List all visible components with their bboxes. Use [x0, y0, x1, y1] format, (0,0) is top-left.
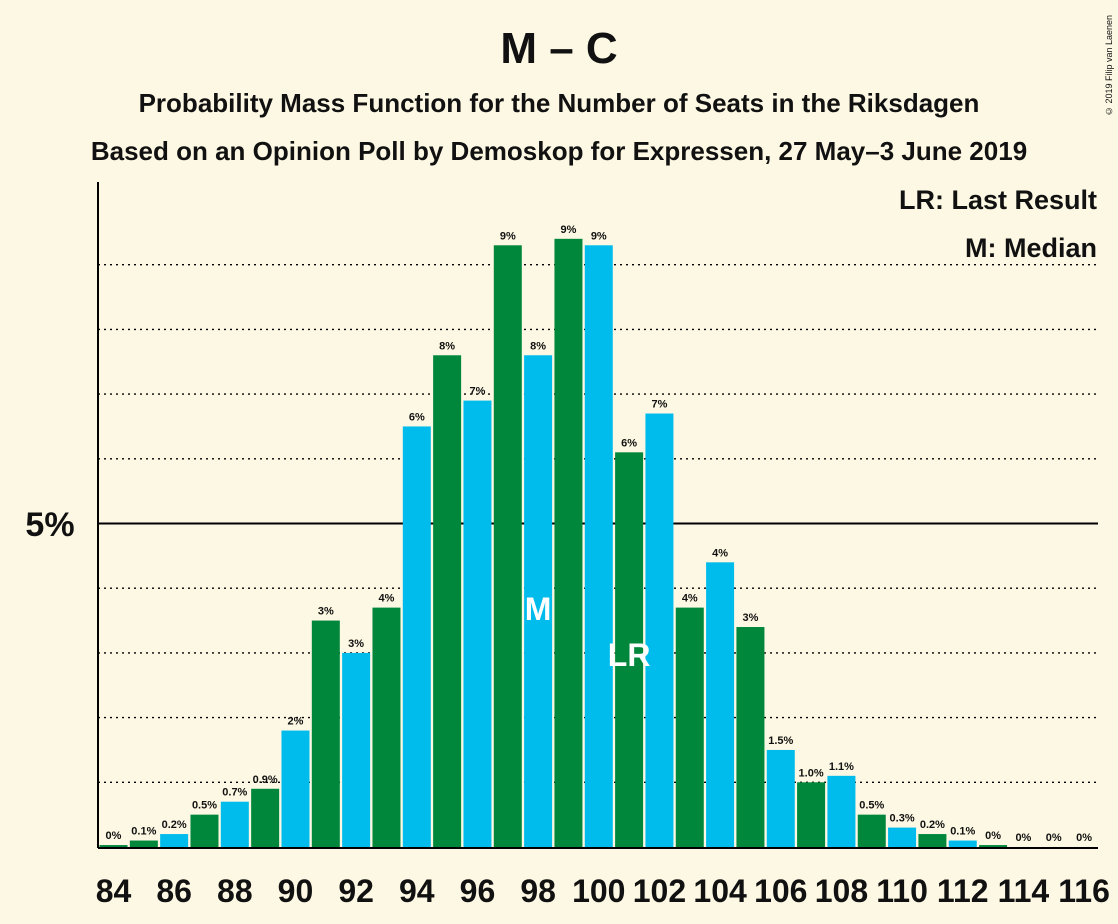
x-tick-labels: 84 86 88 90 92 94 96 98 100 102 104 106 108 110 112 114…: [96, 873, 1110, 909]
bar-seat-113: [979, 845, 1008, 847]
x-tick-label-106: 106: [754, 873, 807, 909]
bar-seat-85: [129, 840, 158, 847]
bar-seat-104: [706, 562, 735, 847]
bar-label-seat-99: 9%: [560, 224, 576, 236]
bar-seat-103: [675, 607, 704, 847]
bar-seat-105: [736, 627, 765, 847]
x-tick-label-92: 92: [338, 873, 374, 909]
axes: [97, 182, 1098, 849]
bar-seat-92: [342, 652, 371, 847]
bar-label-seat-92: 3%: [348, 638, 364, 650]
bar-seat-95: [433, 355, 462, 847]
bar-label-seat-90: 2%: [288, 716, 304, 728]
x-tick-label-110: 110: [876, 873, 928, 909]
x-tick-label-102: 102: [633, 873, 686, 909]
bar-label-seat-94: 6%: [409, 411, 425, 423]
x-tick-label-114: 114: [998, 873, 1050, 909]
bar-seat-90: [281, 730, 310, 847]
bar-label-seat-85: 0.1%: [131, 826, 156, 838]
bar-seat-107: [797, 782, 826, 847]
bar-seat-98: [524, 355, 553, 847]
markers: M LR: [525, 591, 651, 673]
bar-seat-102: [645, 413, 674, 847]
x-tick-label-88: 88: [217, 873, 253, 909]
bar-seat-96: [463, 400, 492, 847]
bar-label-seat-97: 9%: [500, 230, 516, 242]
bar-seat-112: [948, 840, 977, 847]
bar-seat-86: [160, 834, 189, 847]
x-tick-label-100: 100: [572, 873, 625, 909]
bar-label-seat-112: 0.1%: [950, 826, 975, 838]
bar-label-seat-109: 0.5%: [859, 800, 884, 812]
bar-label-seat-104: 4%: [712, 547, 728, 559]
x-tick-label-84: 84: [96, 873, 132, 909]
bar-label-seat-86: 0.2%: [162, 819, 187, 831]
chart-subtitle-2: Based on an Opinion Poll by Demoskop for…: [90, 136, 1028, 166]
bar-seat-88: [220, 801, 249, 847]
bar-seat-108: [827, 775, 856, 847]
y-tick-label-5pct: 5%: [25, 506, 74, 544]
bar-label-seat-116: 0%: [1076, 832, 1092, 844]
bar-label-seat-98: 8%: [530, 340, 546, 352]
x-tick-label-112: 112: [937, 873, 989, 909]
bar-label-seat-91: 3%: [318, 606, 334, 618]
x-tick-label-90: 90: [278, 873, 314, 909]
bar-seat-94: [402, 426, 431, 847]
x-tick-label-94: 94: [399, 873, 435, 909]
bar-label-seat-111: 0.2%: [920, 819, 945, 831]
bar-seat-87: [190, 814, 219, 847]
bar-seat-99: [554, 238, 583, 847]
bar-seat-91: [311, 620, 340, 847]
x-tick-label-86: 86: [156, 873, 192, 909]
chart-subtitle-1: Probability Mass Function for the Number…: [138, 88, 980, 118]
bar-seat-89: [251, 788, 280, 847]
bar-seat-93: [372, 607, 401, 847]
x-tick-label-98: 98: [520, 873, 556, 909]
bar-seat-84: [99, 845, 128, 847]
bar-label-seat-115: 0%: [1046, 832, 1062, 844]
bar-label-seat-87: 0.5%: [192, 800, 217, 812]
bar-label-seat-95: 8%: [439, 340, 455, 352]
bar-label-seat-110: 0.3%: [890, 813, 915, 825]
bar-label-seat-108: 1.1%: [829, 761, 854, 773]
bar-label-seat-88: 0.7%: [222, 787, 247, 799]
bar-label-seat-84: 0%: [106, 830, 122, 842]
bar-label-seat-107: 1.0%: [799, 767, 824, 779]
bar-seat-106: [766, 749, 795, 847]
bar-label-seat-93: 4%: [379, 593, 395, 605]
bars: [99, 238, 1008, 848]
bar-label-seat-100: 9%: [591, 230, 607, 242]
bar-label-seat-101: 6%: [621, 437, 637, 449]
x-tick-label-104: 104: [693, 873, 747, 909]
bar-label-seat-106: 1.5%: [768, 735, 793, 747]
bar-seat-109: [857, 814, 886, 847]
bar-seat-100: [584, 245, 613, 848]
bar-label-seat-114: 0%: [1015, 832, 1031, 844]
bar-seat-111: [918, 834, 947, 847]
x-tick-label-96: 96: [460, 873, 496, 909]
bar-label-seat-89: 0.9%: [253, 774, 278, 786]
bar-label-seat-102: 7%: [651, 399, 667, 411]
legend-median: M: Median: [965, 233, 1097, 263]
x-tick-label-116: 116: [1058, 873, 1110, 909]
bar-seat-110: [888, 827, 917, 847]
bar-value-labels: 0% 0.1% 0.2% 0.5% 0.7% 0.9% 2% 3% 3% 4% 6% 8% 7% 9% 8%…: [106, 224, 1093, 844]
bar-label-seat-96: 7%: [470, 386, 486, 398]
last-result-marker: LR: [608, 637, 651, 673]
bar-seat-101: [615, 452, 644, 847]
x-tick-label-108: 108: [815, 873, 868, 909]
bar-label-seat-103: 4%: [682, 593, 698, 605]
bar-label-seat-105: 3%: [742, 612, 758, 624]
chart-title: M – C: [500, 24, 618, 73]
bar-label-seat-113: 0%: [985, 830, 1001, 842]
legend-last-result: LR: Last Result: [899, 185, 1097, 215]
median-marker: M: [525, 591, 552, 627]
bar-seat-97: [493, 245, 522, 848]
